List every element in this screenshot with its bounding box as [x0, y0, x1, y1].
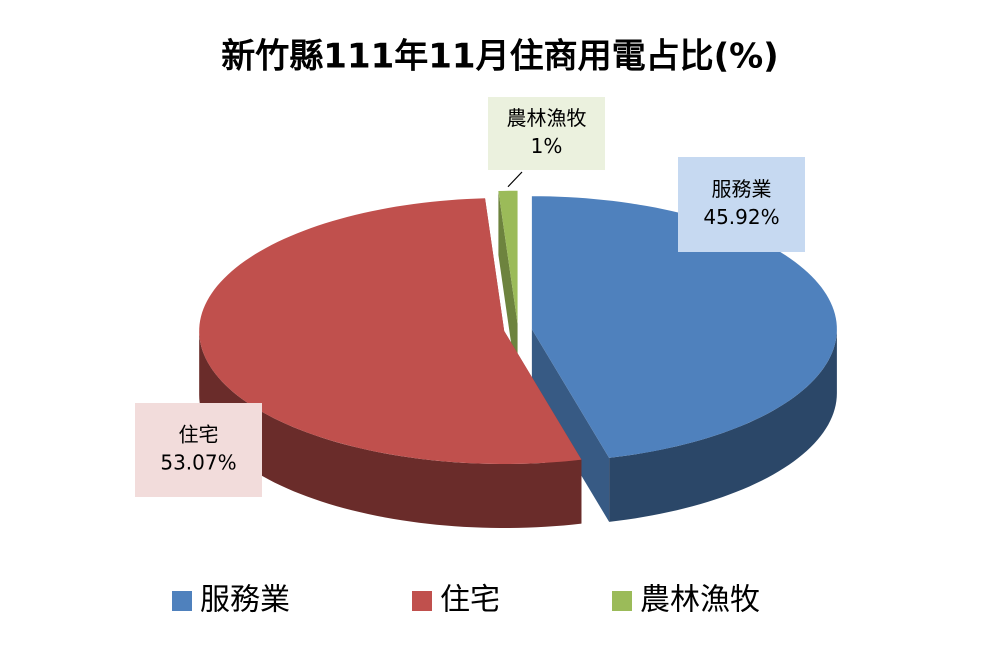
slice-side: [498, 190, 518, 388]
legend-swatch: [412, 591, 432, 611]
data-label-box: [488, 97, 605, 170]
slice: [498, 190, 518, 324]
slice-wall: [609, 329, 837, 522]
legend-label: 農林漁牧: [640, 583, 760, 618]
pie-slice: [531, 196, 837, 522]
data-label-box: [135, 403, 262, 497]
data-label-category: 住宅: [179, 423, 219, 447]
slice: [531, 196, 837, 458]
data-label-box: [678, 157, 805, 252]
slice: [199, 198, 582, 464]
slice-wall: [199, 331, 582, 528]
legend-swatch: [612, 591, 632, 611]
chart-title: 新竹縣111年11月住商用電占比(%): [221, 37, 778, 77]
pie-slice: [498, 190, 518, 388]
data-label-value: 1%: [531, 134, 563, 158]
data-label-value: 45.92%: [703, 205, 779, 229]
data-label-category: 農林漁牧: [507, 106, 587, 130]
legend-swatch: [172, 591, 192, 611]
data-label-category: 服務業: [712, 177, 772, 201]
slice-side: [531, 329, 610, 522]
leader-line: [507, 171, 523, 188]
legend-label: 住宅: [440, 583, 500, 618]
pie-slice: [199, 198, 582, 528]
data-label-value: 53.07%: [160, 451, 236, 475]
legend-label: 服務業: [200, 583, 290, 618]
